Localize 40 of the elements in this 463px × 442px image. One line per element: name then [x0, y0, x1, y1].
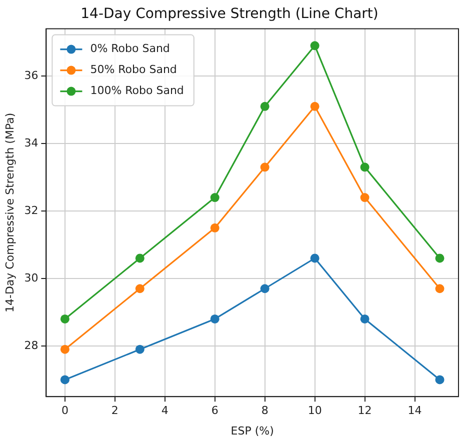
point: [360, 162, 370, 172]
legend-label: 0% Robo Sand: [90, 42, 170, 56]
x-tick-label: 0: [61, 404, 68, 418]
point: [260, 102, 270, 111]
x-tick-label: 8: [261, 404, 268, 418]
point: [60, 344, 70, 354]
y-tick-label: 28: [24, 338, 38, 352]
point: [360, 314, 370, 324]
point: [435, 375, 444, 384]
y-tick-label: 36: [24, 68, 38, 82]
point: [260, 162, 270, 172]
y-tick-label: 30: [24, 271, 38, 284]
x-tick-label: 10: [308, 404, 322, 418]
point: [435, 254, 444, 263]
point: [210, 223, 220, 232]
legend-label: 50% Robo Sand: [90, 63, 177, 76]
x-tick-label: 14: [408, 404, 422, 418]
y-tick-label: 34: [24, 136, 38, 150]
x-axis-title: ESP (%): [230, 424, 274, 438]
point: [310, 41, 320, 50]
point: [360, 193, 370, 202]
chart-title: 14-Day Compressive Strength (Line Chart): [80, 6, 378, 22]
point: [135, 344, 144, 354]
y-axis-title: 14-Day Compressive Strength (MPa): [3, 112, 16, 313]
y-tick-label: 32: [24, 204, 38, 217]
point: [210, 193, 220, 202]
x-tick-label: 4: [161, 404, 168, 418]
point: [210, 314, 220, 324]
x-tick-label: 2: [111, 404, 118, 418]
legend-label: 100% Robo Sand: [90, 84, 184, 98]
point: [60, 314, 70, 324]
point: [310, 254, 320, 263]
point: [310, 102, 320, 111]
x-tick-label: 6: [211, 404, 218, 418]
point: [435, 284, 444, 294]
point: [60, 375, 70, 384]
point: [260, 284, 270, 294]
point: [135, 284, 144, 294]
x-tick-label: 12: [358, 404, 372, 418]
point: [135, 254, 144, 263]
